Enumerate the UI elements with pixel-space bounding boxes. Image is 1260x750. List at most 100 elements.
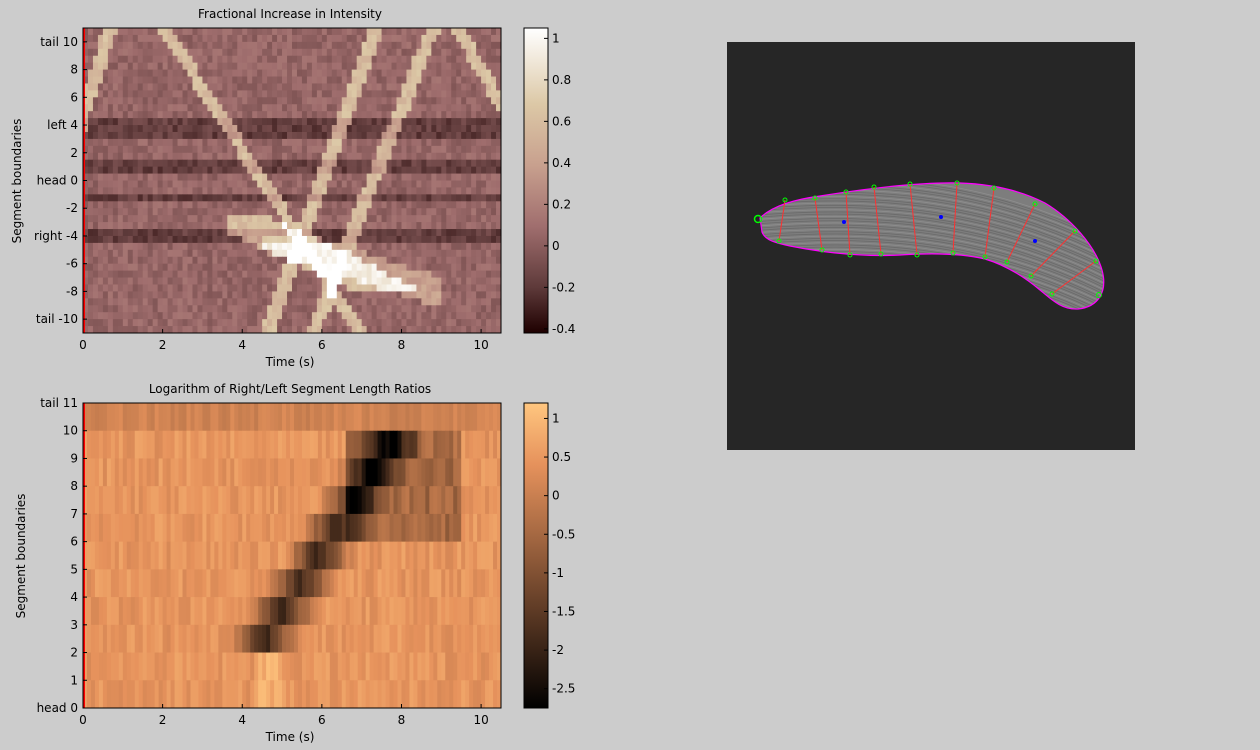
heatmap-cell bbox=[366, 298, 373, 306]
heatmap-cell bbox=[242, 215, 248, 223]
heatmap-cell bbox=[357, 597, 363, 626]
heatmap-cell bbox=[376, 312, 382, 320]
heatmap-cell bbox=[277, 138, 283, 147]
heatmap-cell bbox=[485, 652, 490, 681]
heatmap-cell bbox=[292, 298, 298, 306]
heatmap-cell bbox=[182, 284, 188, 292]
heatmap-cell bbox=[107, 222, 114, 230]
x-tick-label: 4 bbox=[238, 713, 246, 727]
heatmap-cell bbox=[172, 159, 178, 168]
heatmap-cell bbox=[316, 249, 323, 258]
heatmap-cell bbox=[341, 69, 348, 77]
heatmap-cell bbox=[441, 69, 447, 77]
heatmap-cell bbox=[102, 41, 109, 50]
heatmap-cell bbox=[456, 55, 462, 64]
heatmap-cell bbox=[326, 305, 333, 313]
heatmap-cell bbox=[371, 138, 377, 147]
heatmap-cell bbox=[170, 569, 175, 598]
heatmap-cell bbox=[227, 76, 233, 84]
heatmap-cell bbox=[217, 118, 223, 126]
heatmap-cell bbox=[341, 486, 347, 515]
heatmap-cell bbox=[411, 152, 417, 161]
heatmap-cell bbox=[157, 34, 164, 43]
heatmap-cell bbox=[481, 173, 487, 181]
heatmap-cell bbox=[421, 28, 427, 36]
heatmap-cell bbox=[122, 69, 129, 77]
heatmap-cell bbox=[212, 28, 218, 36]
heatmap-cell bbox=[127, 55, 134, 64]
heatmap-cell bbox=[252, 235, 258, 244]
heatmap-cell bbox=[431, 298, 437, 306]
heatmap-cell bbox=[345, 458, 351, 487]
heatmap-cell bbox=[361, 166, 368, 174]
heatmap-cell bbox=[301, 486, 307, 515]
heatmap-cell bbox=[306, 69, 313, 77]
heatmap-cell bbox=[90, 430, 96, 459]
heatmap-cell bbox=[227, 41, 233, 50]
heatmap-cell bbox=[406, 159, 412, 168]
heatmap-cell bbox=[272, 187, 278, 195]
heatmap-cell bbox=[481, 242, 487, 251]
heatmap-cell bbox=[267, 69, 273, 77]
heatmap-cell bbox=[237, 215, 243, 223]
heatmap-cell bbox=[232, 298, 238, 306]
heatmap-cell bbox=[391, 270, 397, 278]
heatmap-cell bbox=[441, 41, 447, 50]
heatmap-cell bbox=[122, 208, 129, 216]
heatmap-cell bbox=[473, 680, 478, 709]
heatmap-cell bbox=[486, 76, 492, 84]
heatmap-cell bbox=[471, 55, 477, 64]
heatmap-cell bbox=[267, 48, 273, 57]
heatmap-cell bbox=[481, 486, 486, 515]
heatmap-cell bbox=[476, 235, 482, 244]
heatmap-cell bbox=[127, 166, 134, 174]
heatmap-cell bbox=[286, 680, 291, 709]
heatmap-cell bbox=[97, 235, 104, 244]
heatmap-cell bbox=[496, 229, 502, 237]
heatmap-cell bbox=[262, 76, 268, 84]
heatmap-cell bbox=[451, 235, 457, 244]
heatmap-cell bbox=[202, 291, 208, 299]
heatmap-cell bbox=[397, 624, 402, 653]
heatmap-cell bbox=[127, 111, 134, 119]
heatmap-cell bbox=[351, 125, 358, 133]
heatmap-cell bbox=[110, 597, 116, 626]
heatmap-cell bbox=[158, 541, 164, 570]
heatmap-cell bbox=[112, 263, 119, 272]
heatmap-cell bbox=[431, 270, 437, 278]
heatmap-cell bbox=[373, 486, 378, 515]
heatmap-cell bbox=[177, 305, 183, 313]
heatmap-cell bbox=[356, 298, 363, 306]
heatmap-cell bbox=[292, 201, 298, 209]
heatmap-cell bbox=[381, 145, 387, 154]
heatmap-cell bbox=[361, 229, 368, 237]
heatmap-cell bbox=[152, 125, 159, 133]
heatmap-cell bbox=[207, 312, 213, 320]
heatmap-cell bbox=[371, 194, 377, 202]
heatmap-cell bbox=[286, 486, 291, 515]
heatmap-cell bbox=[456, 242, 462, 251]
heatmap-cell bbox=[158, 513, 164, 543]
heatmap-cell bbox=[301, 104, 308, 112]
heatmap-cell bbox=[172, 284, 178, 292]
heatmap-cell bbox=[182, 180, 188, 188]
heatmap-cell bbox=[202, 34, 208, 43]
heatmap-cell bbox=[466, 138, 472, 147]
heatmap-cell bbox=[277, 194, 283, 202]
heatmap-cell bbox=[107, 305, 114, 313]
heatmap-cell bbox=[401, 569, 406, 598]
heatmap-cell bbox=[277, 326, 283, 334]
heatmap-cell bbox=[287, 263, 293, 272]
heatmap-cell bbox=[232, 48, 238, 57]
heatmap-cell bbox=[456, 104, 462, 112]
heatmap-cell bbox=[451, 41, 457, 50]
heatmap-cell bbox=[107, 277, 114, 285]
heatmap-cell bbox=[147, 111, 154, 119]
heatmap-cell bbox=[396, 145, 402, 154]
heatmap-cell bbox=[122, 430, 128, 459]
heatmap-cell bbox=[92, 159, 99, 168]
heatmap-cell bbox=[436, 118, 442, 126]
heatmap-cell bbox=[449, 652, 454, 681]
heatmap-cell bbox=[147, 319, 154, 327]
bottom-chart-title: Logarithm of Right/Left Segment Length R… bbox=[149, 382, 431, 396]
